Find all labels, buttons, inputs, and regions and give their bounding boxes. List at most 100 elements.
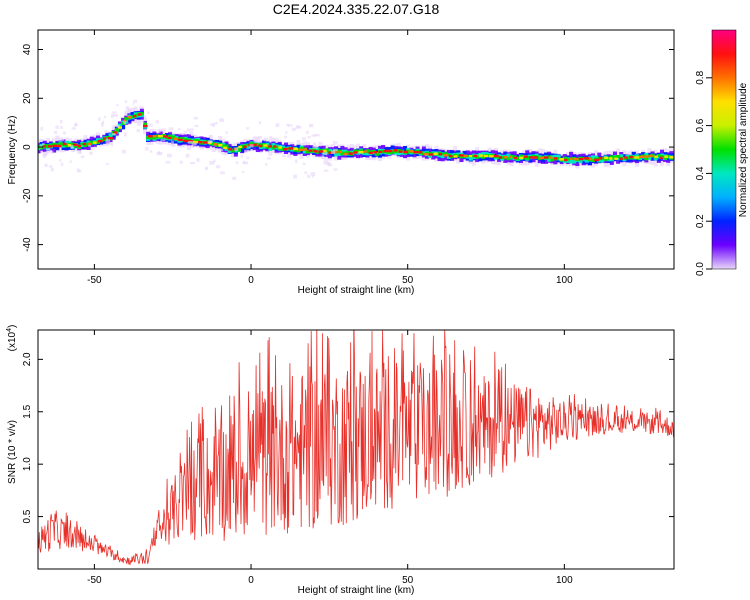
spectrogram-cell: [240, 144, 245, 149]
spectrogram-peak: [283, 147, 288, 151]
spectrogram-cell: [591, 155, 596, 162]
spectrogram-cell: [164, 136, 169, 140]
spectrogram-cell: [224, 144, 229, 149]
spectrogram-speckle: [205, 166, 208, 169]
spectrogram-peak: [373, 151, 378, 154]
spectrogram-cell: [249, 142, 254, 145]
spectrogram-peak: [243, 145, 247, 148]
y-tick-label: 1.5: [22, 404, 33, 418]
spectrogram-speckle: [116, 104, 119, 107]
spectrogram-cell: [381, 149, 386, 153]
spectrogram-peak: [278, 146, 282, 149]
spectrogram-cell: [80, 142, 85, 146]
spectrogram-cell: [105, 135, 110, 139]
spectrogram-peak: [358, 150, 364, 154]
spectrogram-speckle: [312, 145, 318, 149]
spectrogram-speckle: [147, 111, 150, 114]
spectrogram-cell: [371, 152, 376, 158]
spectrogram-speckle: [314, 133, 320, 137]
spectrogram-peak: [72, 143, 78, 146]
spectrogram-speckle: [123, 132, 127, 137]
spectrogram-speckle: [125, 106, 130, 111]
spectrogram-peak: [313, 150, 318, 153]
spectrogram-speckle: [240, 154, 244, 158]
spectrogram-speckle: [293, 174, 297, 179]
spectrogram-speckle: [106, 143, 109, 147]
spectrogram-peak: [388, 149, 393, 153]
spectrogram-cell: [114, 128, 119, 132]
spectrogram-speckle: [70, 145, 74, 149]
spectrogram-peak: [669, 156, 674, 159]
spectrogram-peak: [498, 156, 503, 159]
spectrogram-speckle: [40, 126, 44, 131]
spectrogram-cell: [274, 145, 279, 149]
spectrogram-speckle: [311, 134, 317, 137]
spectrogram-peak: [148, 135, 153, 138]
spectrogram-peak: [398, 150, 403, 153]
spectrogram-speckle: [183, 130, 187, 134]
spectrogram-speckle: [71, 127, 76, 130]
spectrogram-speckle: [235, 161, 239, 164]
bottom-y-axis-label: SNR (10 * v/v): [7, 420, 18, 484]
spectrogram-cell: [644, 156, 649, 161]
spectrogram-cell: [337, 151, 342, 156]
spectrogram-peak: [564, 158, 568, 162]
spectrogram-cell: [356, 149, 361, 153]
spectrogram-peak: [383, 149, 389, 153]
spectrogram-cell: [168, 134, 173, 139]
spectrogram-peak: [403, 150, 408, 154]
spectrogram-peak: [288, 147, 294, 150]
spectrogram-cell: [102, 138, 107, 142]
spectrogram-speckle: [258, 121, 261, 125]
spectrogram-speckle: [286, 123, 290, 127]
spectrogram-cell: [619, 154, 624, 159]
spectrogram-cell: [221, 144, 226, 148]
spectrogram-peak: [42, 145, 47, 148]
colorbar-tick-label: 0.0: [695, 262, 706, 276]
spectrogram-peak: [258, 144, 263, 148]
spectrogram-cell: [215, 143, 220, 147]
spectrogram-peak: [203, 141, 208, 144]
spectrogram-speckle: [210, 123, 215, 126]
spectrogram-peak: [473, 154, 478, 158]
spectrogram-speckle: [61, 162, 64, 166]
spectrogram-cell: [515, 156, 520, 161]
spectrogram-peak: [433, 152, 438, 155]
spectrogram-cell: [299, 146, 304, 150]
spectrogram-peak: [122, 119, 127, 123]
spectrogram-peak: [508, 155, 513, 159]
colorbar-label: Normalized spectral amplitude: [738, 82, 749, 217]
spectrogram-speckle: [295, 159, 298, 164]
spectrogram-peak: [368, 151, 373, 155]
spectrogram-cell: [205, 140, 210, 144]
spectrogram-speckle: [144, 146, 149, 151]
spectrogram-peak: [594, 158, 600, 162]
spectrogram-cell: [553, 154, 558, 160]
spectrogram-peak: [333, 150, 337, 154]
spectrogram-layer: [38, 99, 674, 180]
spectrogram-peak: [378, 150, 383, 154]
spectrogram-speckle: [323, 158, 328, 163]
spectrogram-speckle: [301, 137, 306, 141]
spectrogram-speckle: [167, 153, 172, 158]
spectrogram-panel: -50 0 50 100 -40 -20 0 20 40 Height of straight…: [7, 29, 675, 296]
spectrogram-peak: [599, 157, 603, 160]
spectrogram-peak: [614, 157, 618, 160]
spectrogram-speckle: [157, 128, 161, 133]
colorbar-ticks: 0.0 0.2 0.4 0.6 0.8: [695, 70, 712, 276]
spectrogram-peak: [483, 154, 489, 158]
spectrogram-speckle: [51, 137, 57, 141]
spectrogram-peak: [534, 156, 538, 159]
spectrogram-peak: [664, 155, 669, 158]
spectrogram-peak: [143, 124, 148, 128]
spectrogram-speckle: [139, 106, 142, 109]
svg-text:(x104): (x104): [6, 325, 18, 352]
spectrogram-cell: [121, 122, 126, 126]
spectrogram-speckle: [215, 165, 221, 169]
spectrogram-peak: [438, 153, 443, 156]
spectrogram-speckle: [112, 111, 117, 114]
spectrogram-cell: [475, 155, 480, 159]
spectrogram-peak: [529, 156, 534, 159]
y-tick-label: 0: [22, 144, 33, 150]
spectrogram-speckle: [196, 158, 200, 162]
